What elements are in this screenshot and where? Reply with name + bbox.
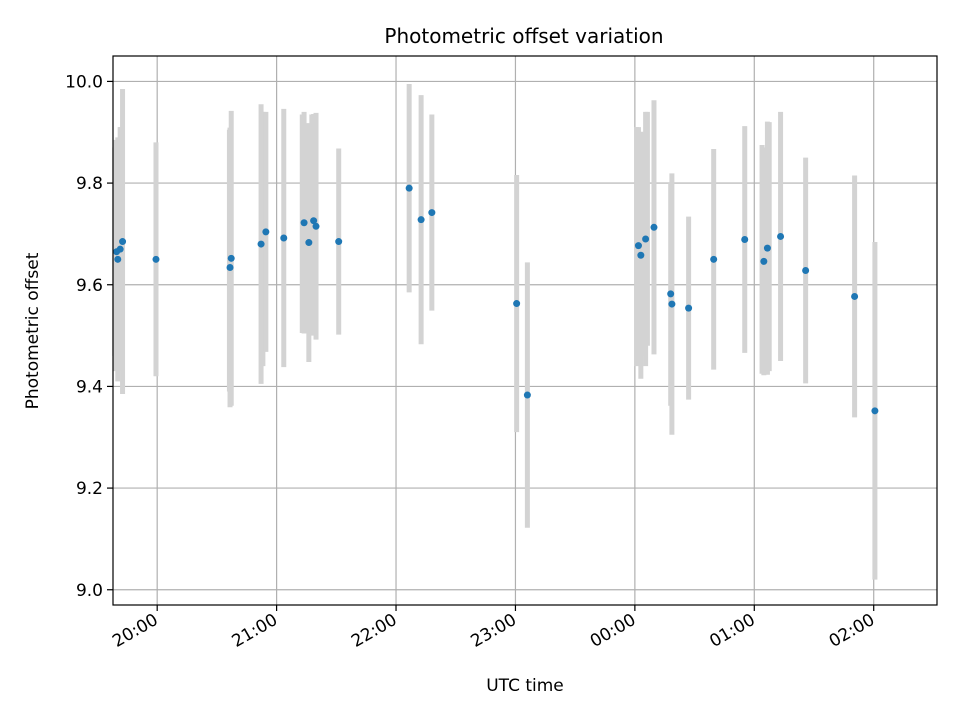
y-tick-label: 9.2 bbox=[76, 479, 103, 499]
data-point bbox=[262, 228, 270, 236]
x-tick-label: 23:00 bbox=[468, 610, 520, 652]
data-points bbox=[113, 184, 879, 415]
data-point bbox=[523, 391, 531, 399]
data-point bbox=[760, 257, 768, 265]
y-tick-label: 9.8 bbox=[76, 174, 103, 194]
x-tick-label: 20:00 bbox=[109, 610, 161, 652]
data-point bbox=[152, 255, 160, 263]
data-point bbox=[305, 239, 313, 247]
data-point bbox=[312, 222, 320, 230]
y-tick-label: 9.0 bbox=[76, 581, 103, 601]
data-point bbox=[428, 209, 436, 217]
data-point bbox=[667, 290, 675, 298]
data-point bbox=[650, 223, 658, 231]
y-tick-label: 9.4 bbox=[76, 377, 103, 397]
data-point bbox=[634, 242, 642, 250]
x-axis-ticks: 20:00 21:00 22:00 23:00 00:00 01:00 02:00 bbox=[109, 605, 878, 652]
x-tick-label: 02:00 bbox=[826, 610, 878, 652]
data-point bbox=[405, 184, 413, 192]
data-point bbox=[642, 235, 650, 243]
y-tick-label: 9.6 bbox=[76, 276, 103, 296]
data-point bbox=[257, 240, 265, 248]
data-point bbox=[116, 245, 124, 253]
x-tick-label: 21:00 bbox=[229, 610, 281, 652]
data-point bbox=[668, 300, 676, 308]
data-point bbox=[114, 255, 122, 263]
data-point bbox=[871, 407, 879, 415]
data-point bbox=[119, 238, 127, 246]
data-point bbox=[280, 234, 288, 242]
data-point bbox=[310, 217, 318, 225]
x-tick-label: 22:00 bbox=[348, 610, 400, 652]
data-point bbox=[685, 304, 693, 312]
data-point bbox=[777, 232, 785, 240]
y-axis-ticks: 9.0 9.2 9.4 9.6 9.8 10.0 bbox=[65, 72, 113, 601]
x-tick-label: 01:00 bbox=[706, 610, 758, 652]
chart-title: Photometric offset variation bbox=[384, 24, 663, 48]
data-point bbox=[227, 254, 235, 262]
data-point bbox=[710, 255, 718, 263]
data-point bbox=[335, 238, 343, 246]
x-axis-label: UTC time bbox=[486, 676, 564, 696]
y-tick-label: 10.0 bbox=[65, 72, 103, 92]
x-tick-label: 00:00 bbox=[587, 610, 639, 652]
y-axis-label: Photometric offset bbox=[23, 252, 43, 409]
data-point bbox=[741, 236, 749, 244]
data-point bbox=[417, 216, 425, 224]
data-point bbox=[763, 244, 771, 252]
data-point bbox=[851, 292, 859, 300]
data-point bbox=[300, 219, 308, 227]
data-point bbox=[226, 263, 234, 271]
data-point bbox=[802, 267, 810, 275]
error-bars bbox=[112, 83, 878, 580]
plot-frame bbox=[112, 55, 938, 606]
data-point bbox=[637, 251, 645, 259]
data-point bbox=[513, 300, 521, 308]
